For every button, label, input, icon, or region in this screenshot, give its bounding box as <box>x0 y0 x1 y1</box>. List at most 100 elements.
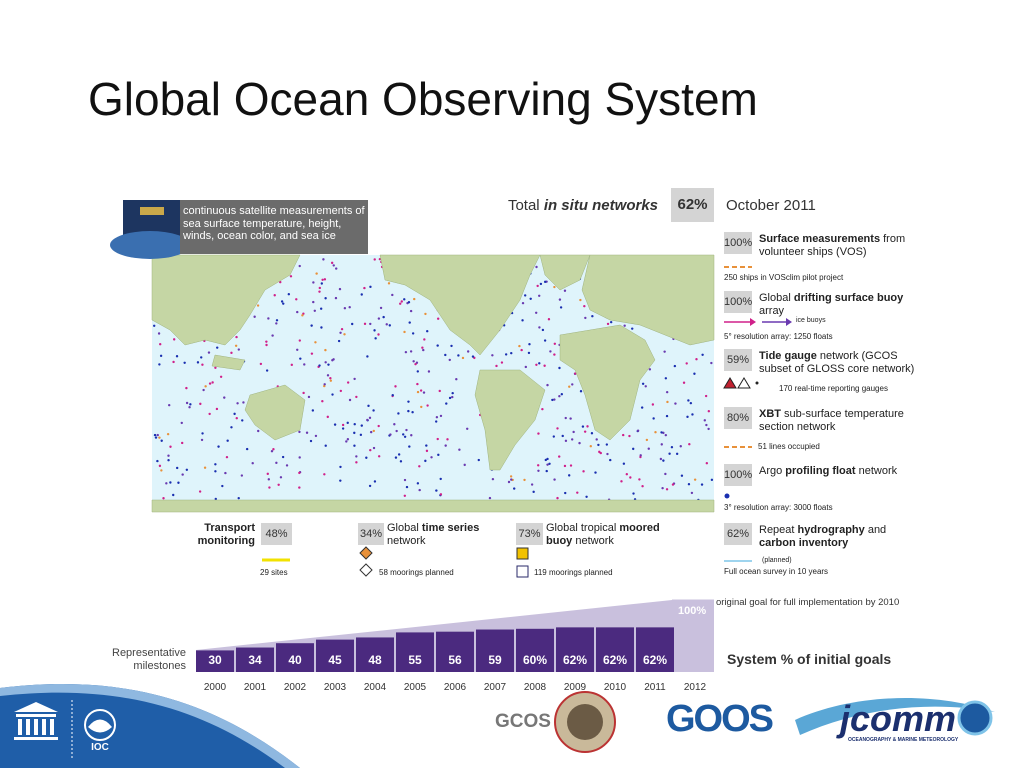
map-dot <box>556 427 559 430</box>
map-dot <box>665 390 669 394</box>
map-dot <box>312 300 315 304</box>
map-dot <box>426 330 429 333</box>
legend-symbol <box>516 547 529 560</box>
map-dot <box>321 400 324 403</box>
map-dot <box>537 469 540 473</box>
map-dot <box>409 350 413 353</box>
map-dot <box>172 493 175 497</box>
map-dot <box>360 424 363 427</box>
x-tick-label: 2005 <box>404 682 427 693</box>
map-dot <box>389 433 392 436</box>
map-dot <box>691 413 694 416</box>
map-dot <box>181 473 184 476</box>
map-dot <box>326 415 329 419</box>
network-note: 250 ships in VOSclim pilot project <box>724 273 844 282</box>
network-label: Transport monitoring <box>185 522 255 548</box>
map-dot <box>355 455 358 458</box>
map-dot <box>673 364 677 368</box>
map-dot <box>409 309 413 313</box>
map-dot <box>536 284 539 288</box>
map-dot <box>609 320 613 324</box>
map-dot <box>663 350 666 353</box>
legend-symbol <box>737 377 751 389</box>
map-dot <box>628 434 631 438</box>
map-dot <box>451 391 454 395</box>
map-dot <box>324 444 327 447</box>
map-dot <box>345 440 348 443</box>
map-dot <box>298 430 301 434</box>
map-dot <box>280 300 284 303</box>
map-dot <box>572 430 575 434</box>
map-dot <box>585 495 588 498</box>
map-dot <box>661 486 664 490</box>
map-dot <box>334 296 338 300</box>
x-tick-label: 2012 <box>684 682 707 693</box>
map-dot <box>198 490 202 493</box>
map-dot <box>323 383 326 386</box>
map-dot <box>641 484 644 488</box>
network-percent: 62% <box>724 523 752 545</box>
map-dot <box>237 496 240 500</box>
bar <box>476 629 514 672</box>
map-dot <box>350 322 354 326</box>
network-note: 170 real-time reporting gauges <box>779 384 888 393</box>
map-dot <box>662 459 665 462</box>
map-dot <box>448 358 451 362</box>
map-dot <box>560 393 564 396</box>
map-dot <box>408 321 411 324</box>
network-label-part: profiling float <box>785 465 856 477</box>
map-dot <box>595 438 598 441</box>
logo-shape <box>26 719 30 735</box>
chart-label: Representative milestones <box>112 647 186 673</box>
map-dot <box>200 356 203 359</box>
map-dot <box>369 430 373 434</box>
map-dot <box>169 481 172 484</box>
map-dot <box>521 319 524 322</box>
logo-shape <box>34 719 38 735</box>
map-dot <box>208 382 212 385</box>
network-note: Full ocean survey in 10 years <box>724 567 829 576</box>
map-dot <box>318 290 321 293</box>
map-dot <box>337 339 341 343</box>
map-dot <box>411 411 414 414</box>
map-dot <box>427 370 431 373</box>
map-dot <box>679 445 682 448</box>
map-dot <box>234 344 238 347</box>
legend-symbol <box>786 318 792 326</box>
network-percent: 100% <box>724 232 752 254</box>
map-dot <box>340 327 344 331</box>
map-dot <box>536 464 540 467</box>
map-dot <box>636 429 640 432</box>
map-dot <box>558 366 561 370</box>
map-dot <box>311 409 315 412</box>
map-dot <box>564 491 567 495</box>
map-dot <box>160 469 163 472</box>
map-dot <box>543 364 546 367</box>
network-label: Global time series network <box>387 522 497 548</box>
map-dot <box>298 264 301 268</box>
map-dot <box>606 322 610 326</box>
map-dot <box>660 431 663 434</box>
map-dot <box>576 491 579 494</box>
bar-value-label: 45 <box>328 653 342 667</box>
x-tick-label: 2006 <box>444 682 467 693</box>
map-dot <box>403 478 407 482</box>
map-dot <box>425 449 429 453</box>
map-dot <box>156 433 159 437</box>
map-dot <box>183 361 186 364</box>
map-dot <box>346 381 350 384</box>
map-dot <box>509 475 513 478</box>
map-dot <box>647 447 650 450</box>
map-dot <box>399 460 403 463</box>
map-dot <box>265 340 268 343</box>
continent <box>151 499 715 513</box>
network-label-part: drifting surface buoy <box>793 292 904 304</box>
map-dot <box>320 326 323 329</box>
map-dot <box>391 293 394 297</box>
network-label-part: Tide gauge <box>759 350 817 362</box>
network-label: Global drifting surface buoy array <box>759 292 919 318</box>
x-tick-label: 2000 <box>204 682 227 693</box>
map-dot <box>416 382 419 386</box>
map-dot <box>359 433 363 437</box>
